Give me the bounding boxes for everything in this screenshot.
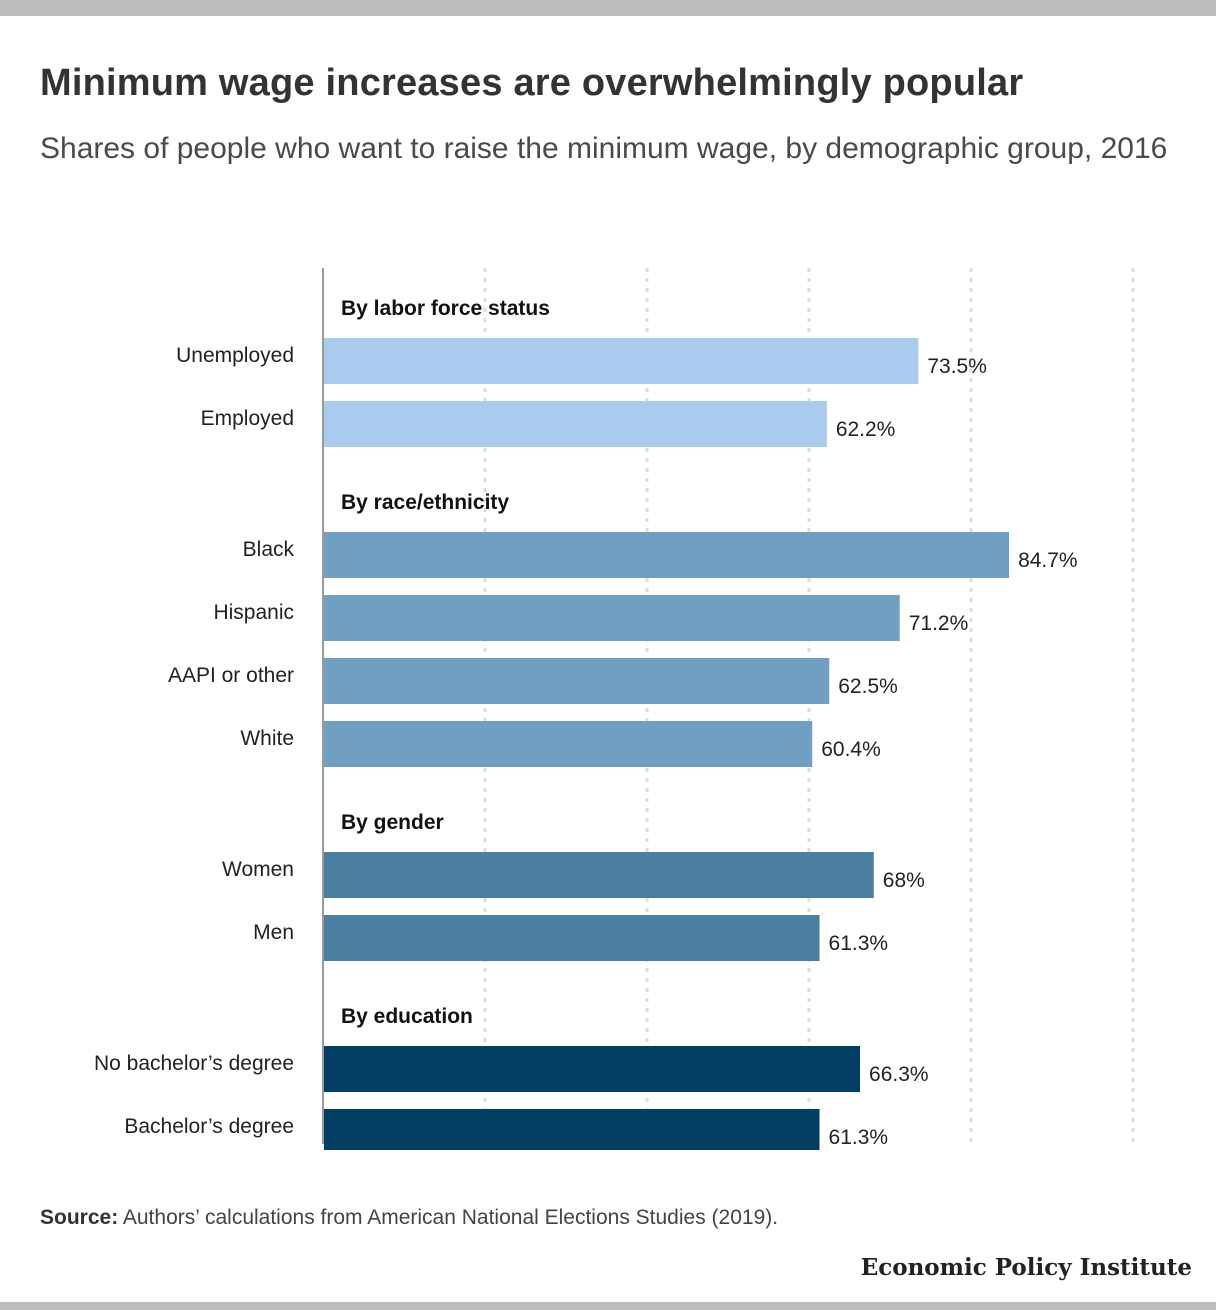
value-label-men: 61.3% [829, 932, 889, 955]
group-label-by-gender: By gender [341, 811, 444, 834]
group-label-by-education: By education [341, 1005, 473, 1028]
value-label-no-bachelor-s-degree: 66.3% [869, 1063, 929, 1086]
bar-employed [324, 401, 827, 447]
value-label-white: 60.4% [821, 738, 881, 761]
bar-bachelor-s-degree [324, 1109, 820, 1150]
value-label-women: 68% [883, 869, 925, 892]
category-label-bachelor-s-degree: Bachelor’s degree [124, 1115, 294, 1138]
category-label-aapi-or-other: AAPI or other [168, 664, 294, 687]
group-label-by-race-ethnicity: By race/ethnicity [341, 491, 509, 514]
bar-hispanic [324, 595, 900, 641]
bar-unemployed [324, 338, 919, 384]
source-note: Source: Authors’ calculations from Ameri… [40, 1206, 778, 1230]
value-label-hispanic: 71.2% [909, 612, 969, 635]
category-label-black: Black [243, 538, 295, 561]
category-label-hispanic: Hispanic [213, 601, 294, 624]
bar-chart: By labor force status Unemployed 73.5% Empl… [94, 268, 1135, 1150]
category-label-women: Women [222, 858, 294, 881]
chart-title: Minimum wage increases are overwhelmingl… [40, 62, 1024, 104]
category-label-no-bachelor-s-degree: No bachelor’s degree [94, 1052, 294, 1075]
epi-logo: Economic Policy Institute [860, 1254, 1192, 1281]
bar-aapi-or-other [324, 658, 830, 704]
chart-subtitle: Shares of people who want to raise the m… [40, 132, 1168, 165]
category-label-men: Men [253, 921, 294, 944]
bar-no-bachelor-s-degree [324, 1046, 861, 1092]
value-label-bachelor-s-degree: 61.3% [829, 1126, 889, 1149]
bar-black [324, 532, 1010, 578]
category-label-white: White [240, 727, 294, 750]
value-label-unemployed: 73.5% [927, 355, 987, 378]
bar-men [324, 915, 820, 961]
value-label-aapi-or-other: 62.5% [838, 675, 898, 698]
category-label-unemployed: Unemployed [176, 344, 294, 367]
group-label-by-labor-force-status: By labor force status [341, 297, 550, 320]
category-label-employed: Employed [201, 407, 294, 430]
bar-women [324, 852, 874, 898]
value-label-black: 84.7% [1018, 549, 1078, 572]
value-label-employed: 62.2% [836, 418, 896, 441]
source-text: Authors’ calculations from American Nati… [122, 1206, 779, 1229]
bottom-rule [0, 1302, 1216, 1310]
top-rule [0, 0, 1216, 16]
source-label: Source: [40, 1206, 119, 1229]
bar-white [324, 721, 813, 767]
